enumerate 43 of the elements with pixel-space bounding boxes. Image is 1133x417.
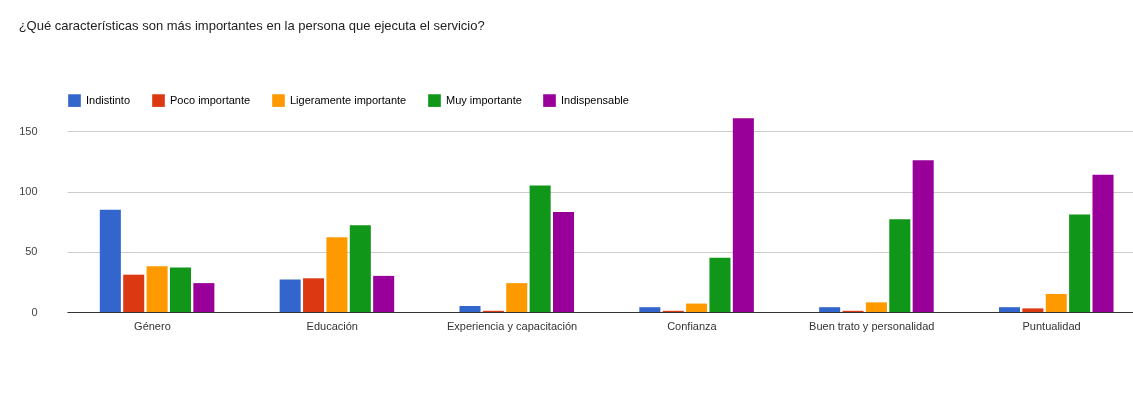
legend-label: Ligeramente importante (290, 93, 407, 106)
bar (349, 225, 371, 312)
bar (889, 219, 911, 312)
bar (373, 275, 395, 312)
bar (1022, 308, 1044, 312)
bar (998, 307, 1021, 312)
bar (732, 118, 754, 312)
bar (146, 266, 168, 312)
bar (912, 160, 934, 312)
bar (639, 307, 661, 312)
bar (1069, 214, 1091, 312)
bar (553, 212, 575, 312)
bar (326, 237, 348, 312)
bar (506, 283, 528, 312)
y-tick-label: 50 (25, 245, 38, 258)
x-tick-label: Educación (306, 319, 358, 332)
legend-label: Poco importante (170, 93, 251, 106)
x-tick-label: Buen trato y personalidad (809, 319, 935, 332)
bar (303, 278, 325, 312)
bar (819, 307, 841, 312)
x-tick-label: Experiencia y capacitación (446, 319, 578, 332)
bar (686, 303, 708, 312)
bar (123, 274, 145, 312)
y-tick-label: 150 (19, 124, 38, 137)
bar (169, 267, 191, 312)
bar (865, 302, 887, 312)
bar (1045, 293, 1067, 312)
bar (1092, 174, 1114, 312)
x-tick-label: Puntualidad (1022, 319, 1081, 332)
bar (709, 257, 731, 312)
bar (459, 305, 481, 312)
bar (99, 209, 121, 312)
bar (193, 283, 215, 312)
x-tick-label: Género (134, 319, 171, 332)
legend-label: Indispensable (561, 93, 629, 106)
y-tick-label: 0 (31, 305, 38, 318)
chart-title: ¿Qué características son más importantes en la persona que ejecuta el servicio? (18, 18, 485, 33)
y-tick-label: 100 (19, 185, 38, 198)
bar (529, 185, 551, 312)
bar (279, 279, 301, 312)
legend-label: Indistinto (86, 93, 131, 106)
x-tick-label: Confianza (667, 319, 718, 332)
legend-label: Muy importante (446, 93, 522, 106)
